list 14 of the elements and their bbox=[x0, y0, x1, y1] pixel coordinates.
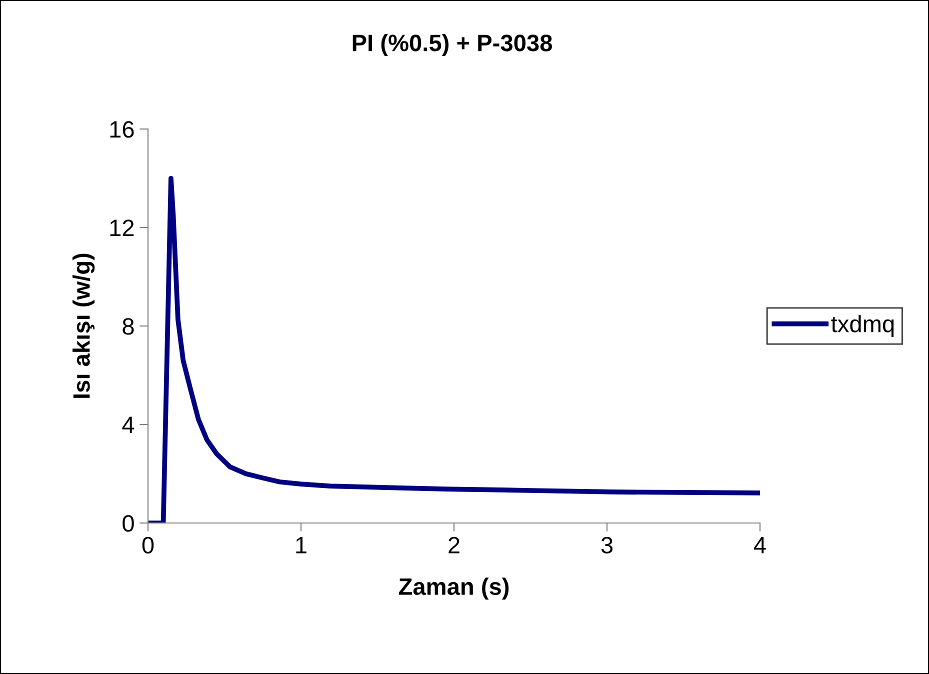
y-tick-label: 0 bbox=[122, 515, 134, 532]
x-tick-label: 3 bbox=[601, 536, 613, 554]
x-tick-label: 1 bbox=[296, 537, 306, 554]
chart-title: PI (%0.5) + P-3038 bbox=[352, 34, 552, 56]
y-tick-label: 4 bbox=[122, 416, 134, 434]
legend-label: txdmq bbox=[831, 314, 894, 338]
y-tick-label: 8 bbox=[122, 318, 134, 335]
x-axis-title: Zaman (s) bbox=[398, 578, 509, 600]
x-tick-label: 2 bbox=[448, 536, 460, 554]
x-tick-label: 4 bbox=[754, 537, 766, 554]
x-tick-label: 0 bbox=[142, 536, 154, 554]
y-tick-label: 16 bbox=[110, 121, 134, 138]
y-axis-title: Isı akışı (w/g) bbox=[72, 254, 95, 398]
y-tick-label: 12 bbox=[110, 220, 134, 236]
